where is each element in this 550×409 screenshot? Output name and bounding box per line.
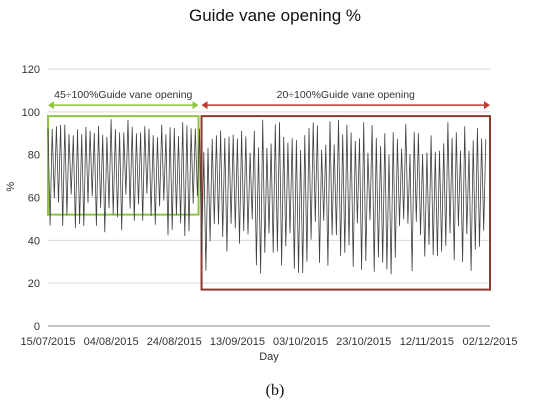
region-20-100-box [200, 115, 492, 291]
chart-canvas: 45÷100%Guide vane opening 20÷100%Guide va… [5, 64, 518, 363]
chart-title: Guide vane opening % [188, 6, 362, 25]
region-45-100-arrow-head-left [48, 101, 54, 110]
x-axis-title: Day [259, 351, 279, 363]
figure-caption: (b) [265, 382, 285, 399]
gridlines [48, 68, 490, 284]
region-45-100-label: 45÷100%Guide vane opening [54, 89, 192, 101]
region-45-100-arrow-head-right [192, 101, 199, 110]
x-tick-label: 03/10/2015 [273, 336, 328, 348]
y-tick-label: 0 [34, 321, 40, 333]
x-tick-label: 15/07/2015 [20, 336, 75, 348]
x-tick-label: 23/10/2015 [336, 336, 391, 348]
y-tick-label: 60 [28, 193, 40, 205]
region-20-100-arrow-head-right [484, 101, 490, 110]
y-axis-title: % [5, 182, 17, 192]
x-tick-label: 02/12/2015 [462, 336, 517, 348]
y-tick-label: 20 [28, 278, 40, 290]
x-tick-label: 24/08/2015 [147, 336, 202, 348]
x-tick-label: 12/11/2015 [400, 336, 454, 348]
y-tick-label: 100 [22, 107, 40, 119]
region-20-100-label: 20÷100%Guide vane opening [277, 89, 415, 101]
axis-labels: 0 20 40 60 80 100 120 15/07/2015 04/08/2015 24/08… [5, 64, 518, 363]
y-tick-label: 80 [28, 150, 40, 162]
series-line [47, 119, 487, 275]
region-20-100-arrow-head-left [201, 101, 208, 110]
x-tick-label: 04/08/2015 [84, 336, 139, 348]
x-tick-label: 13/09/2015 [210, 336, 265, 348]
series-group [47, 119, 487, 275]
annotation-regions: 45÷100%Guide vane opening 20÷100%Guide va… [47, 89, 492, 291]
y-tick-label: 120 [22, 64, 40, 76]
y-tick-label: 40 [28, 235, 40, 247]
